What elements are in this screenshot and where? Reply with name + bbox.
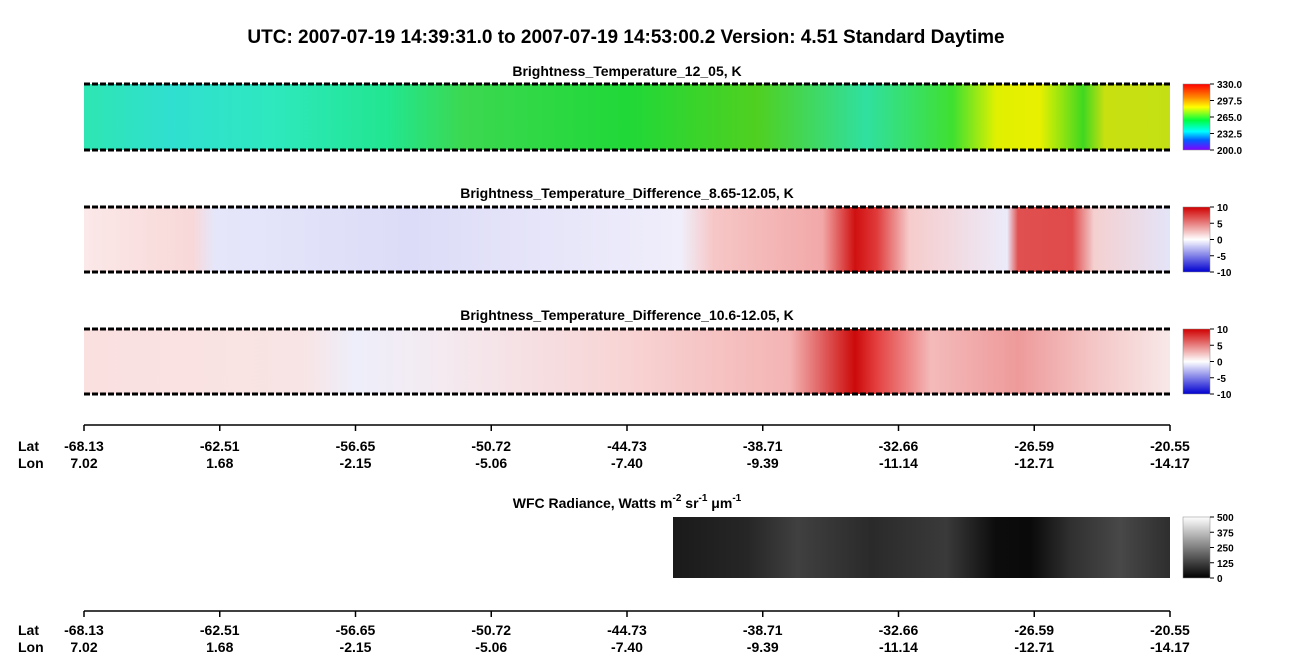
lat-axis-label: Lat (18, 622, 39, 638)
title-superscript: -1 (699, 493, 708, 504)
colorbar-label: 500 (1217, 513, 1234, 524)
lon-tick-label: 1.68 (206, 455, 233, 471)
lat-tick-label: -50.72 (471, 438, 511, 454)
panel-title: Brightness_Temperature_Difference_10.6-1… (460, 307, 794, 323)
colorbar-label: -5 (1217, 374, 1226, 385)
colorbar-label: 330.0 (1217, 80, 1242, 91)
colorbar-label: -10 (1217, 390, 1232, 401)
lon-tick-label: -9.39 (747, 639, 779, 655)
lon-tick-label: -5.06 (475, 639, 507, 655)
colorbar-label: 375 (1217, 528, 1234, 539)
lat-tick-label: -26.59 (1014, 622, 1054, 638)
lon-tick-label: 7.02 (70, 639, 97, 655)
lon-axis-label: Lon (18, 639, 44, 655)
lat-tick-label: -62.51 (200, 622, 240, 638)
colorbar-label: 5 (1217, 341, 1223, 352)
lat-tick-label: -56.65 (336, 438, 376, 454)
data-image (84, 207, 1170, 272)
title-part: sr (681, 495, 699, 511)
colorbar-label: 0 (1217, 358, 1223, 369)
lat-tick-label: -50.72 (471, 622, 511, 638)
lat-tick-label: -26.59 (1014, 438, 1054, 454)
page-title: UTC: 2007-07-19 14:39:31.0 to 2007-07-19… (247, 27, 1004, 48)
lon-tick-label: -7.40 (611, 639, 643, 655)
title-superscript: -1 (732, 493, 741, 504)
colorbar (1182, 83, 1211, 151)
colorbar-label: 297.5 (1217, 97, 1242, 108)
data-image (673, 517, 1170, 578)
colorbar-label: 200.0 (1217, 146, 1242, 157)
colorbar-label: 10 (1217, 325, 1229, 336)
colorbar-label: 125 (1217, 559, 1234, 570)
colorbar (1182, 328, 1211, 395)
lat-tick-label: -32.66 (879, 622, 919, 638)
lon-tick-label: -5.06 (475, 455, 507, 471)
colorbar-label: -10 (1217, 268, 1232, 279)
lat-tick-label: -62.51 (200, 438, 240, 454)
lat-axis-label: Lat (18, 438, 39, 454)
colorbar-label: 250 (1217, 544, 1234, 555)
colorbar-label: 265.0 (1217, 113, 1242, 124)
axes: LatLon-68.137.02-62.511.68-56.65-2.15-50… (18, 424, 1190, 655)
lon-axis-label: Lon (18, 455, 44, 471)
lat-tick-label: -20.55 (1150, 438, 1190, 454)
panel-title: Brightness_Temperature_Difference_8.65-1… (460, 185, 794, 201)
lat-tick-label: -44.73 (607, 622, 647, 638)
title-part: WFC Radiance, Watts m (513, 495, 673, 511)
lon-tick-label: 1.68 (206, 639, 233, 655)
lon-tick-label: -9.39 (747, 455, 779, 471)
data-image (84, 84, 1170, 150)
lon-tick-label: -11.14 (879, 639, 918, 655)
lat-tick-label: -38.71 (743, 622, 783, 638)
lon-tick-label: -11.14 (879, 455, 918, 471)
lat-tick-label: -68.13 (64, 622, 104, 638)
colorbar-label: 0 (1217, 236, 1223, 247)
colorbar-label: 10 (1217, 203, 1229, 214)
colorbar (1182, 516, 1211, 579)
colorbar (1182, 206, 1211, 273)
colorbar-label: 5 (1217, 219, 1223, 230)
lon-tick-label: 7.02 (70, 455, 97, 471)
title-part: μm (707, 495, 732, 511)
colorbar-label: -5 (1217, 252, 1226, 263)
data-image (84, 329, 1170, 394)
lon-tick-label: -12.71 (1014, 639, 1054, 655)
lat-tick-label: -20.55 (1150, 622, 1190, 638)
lat-tick-label: -32.66 (879, 438, 919, 454)
lat-tick-label: -44.73 (607, 438, 647, 454)
lon-tick-label: -7.40 (611, 455, 643, 471)
colorbar-label: 0 (1217, 574, 1223, 585)
lat-tick-label: -68.13 (64, 438, 104, 454)
panels: Brightness_Temperature_12_05, K 330.0 297.… (84, 63, 1242, 585)
panel-title: WFC Radiance, Watts m-2 sr-1 μm-1 (513, 493, 742, 511)
panel-title: Brightness_Temperature_12_05, K (512, 63, 741, 79)
lon-tick-label: -14.17 (1150, 639, 1190, 655)
lat-tick-label: -38.71 (743, 438, 783, 454)
title-superscript: -2 (672, 493, 681, 504)
lon-tick-label: -12.71 (1014, 455, 1054, 471)
lon-tick-label: -14.17 (1150, 455, 1190, 471)
lon-tick-label: -2.15 (340, 639, 372, 655)
lon-tick-label: -2.15 (340, 455, 372, 471)
lat-tick-label: -56.65 (336, 622, 376, 638)
colorbar-label: 232.5 (1217, 130, 1242, 141)
